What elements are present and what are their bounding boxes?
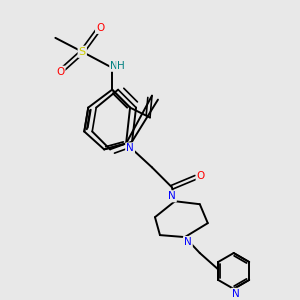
- Text: N: N: [232, 289, 239, 299]
- Text: S: S: [79, 47, 86, 57]
- Text: N: N: [110, 61, 118, 71]
- Text: O: O: [197, 171, 205, 181]
- Text: N: N: [184, 237, 192, 247]
- Text: H: H: [117, 61, 125, 71]
- Text: N: N: [126, 143, 134, 153]
- Text: O: O: [56, 67, 64, 77]
- Text: O: O: [96, 23, 104, 33]
- Text: N: N: [168, 191, 176, 201]
